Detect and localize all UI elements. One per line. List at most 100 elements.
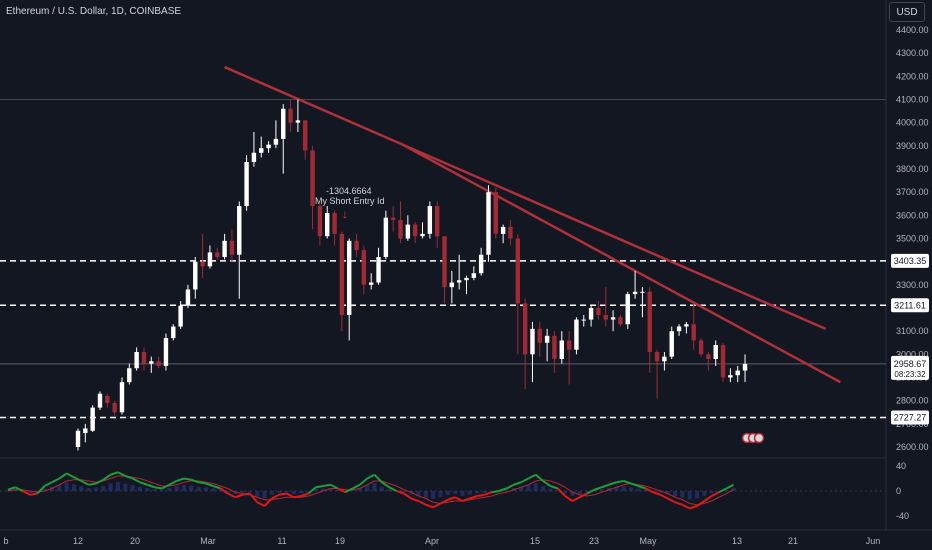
- candle-body: [215, 252, 220, 258]
- grid-layer: [0, 0, 932, 531]
- osc-hist-bar: [57, 485, 62, 491]
- candle-body: [97, 393, 103, 408]
- osc-hist-bar: [189, 485, 194, 491]
- osc-main-line: [630, 482, 639, 487]
- osc-main-line: [638, 485, 647, 490]
- candle-body: [552, 335, 557, 359]
- osc-main-line: [403, 492, 412, 500]
- last-price-tag: [891, 355, 929, 380]
- candle-body: [361, 250, 367, 285]
- candle-body: [347, 240, 352, 315]
- osc-main-line: [505, 483, 515, 490]
- osc-hist-bar: [599, 489, 604, 491]
- osc-hist-bar: [438, 491, 443, 497]
- candle-body: [486, 192, 491, 255]
- osc-signal-line: [29, 490, 38, 493]
- osc-main-line: [344, 487, 353, 494]
- candle-body: [222, 240, 227, 258]
- osc-signal-line: [366, 480, 375, 486]
- candle-body: [398, 219, 403, 239]
- osc-signal-line: [513, 486, 522, 491]
- time-tick-label: 13: [732, 536, 742, 546]
- osc-signal-line: [447, 500, 456, 503]
- osc-hist-bar: [145, 488, 150, 491]
- candle-body: [610, 317, 616, 320]
- osc-main-line: [718, 487, 727, 494]
- osc-main-line: [117, 471, 126, 477]
- osc-signal-line: [381, 480, 390, 484]
- candle-body: [596, 308, 601, 315]
- level-tag: [891, 410, 929, 425]
- osc-main-line: [601, 483, 610, 489]
- osc-main-line: [154, 486, 163, 490]
- candle-layer: [75, 99, 748, 451]
- osc-signal-line: [645, 485, 654, 489]
- trendline[interactable]: [224, 65, 827, 330]
- osc-signal-line: [183, 480, 192, 483]
- candle-body: [193, 261, 198, 290]
- osc-main-line: [476, 493, 485, 497]
- osc-main-line: [711, 491, 720, 497]
- price-tick-label: 2800.00: [896, 396, 929, 406]
- osc-signal-line: [418, 495, 426, 499]
- osc-main-line: [594, 486, 603, 491]
- candle-body: [640, 291, 645, 293]
- osc-hist-bar: [475, 491, 480, 494]
- osc-hist-bar: [64, 482, 69, 491]
- osc-main-line: [286, 492, 295, 499]
- osc-tick-label: 40: [896, 461, 906, 471]
- last-price-text: 2958.67: [894, 359, 927, 369]
- candle-body: [632, 291, 638, 295]
- osc-hist-bar: [687, 491, 692, 500]
- osc-main-line: [198, 481, 207, 485]
- osc-signal-line: [674, 496, 683, 501]
- osc-hist-bar: [240, 491, 245, 493]
- candle-body: [229, 240, 235, 255]
- candle-body: [691, 324, 696, 341]
- osc-main-line: [337, 487, 346, 494]
- osc-main-line: [293, 495, 302, 499]
- countdown-text: 08:23:32: [894, 370, 926, 379]
- osc-main-line: [527, 473, 537, 480]
- osc-signal-line: [103, 478, 111, 482]
- candle-body: [156, 361, 161, 366]
- osc-hist-bar: [255, 491, 260, 497]
- osc-main-line: [681, 503, 691, 510]
- time-tick-label: 15: [530, 536, 540, 546]
- osc-main-line: [300, 492, 309, 497]
- trend-layer[interactable]: [224, 65, 841, 384]
- candle-body: [237, 206, 242, 255]
- candle-body: [266, 144, 271, 149]
- osc-hist-bar: [570, 491, 575, 496]
- osc-hist-bar: [621, 486, 626, 491]
- osc-hist-bar: [262, 491, 267, 499]
- osc-main-line: [263, 497, 273, 507]
- osc-hist-bar: [181, 485, 186, 491]
- price-tick-label: 4000.00: [896, 118, 929, 128]
- annotation-value: -1304.6664: [326, 186, 372, 196]
- osc-signal-line: [506, 489, 514, 493]
- osc-main-line: [432, 502, 441, 509]
- osc-signal-line: [59, 480, 67, 486]
- osc-hist-bar: [416, 491, 421, 496]
- osc-hist-bar: [365, 485, 370, 491]
- osc-signal-line: [132, 476, 141, 479]
- osc-layer: [6, 471, 736, 510]
- osc-main-line: [491, 490, 500, 494]
- currency-button[interactable]: USD: [889, 2, 925, 22]
- osc-main-line: [513, 481, 522, 486]
- time-tick-label: 11: [277, 536, 286, 546]
- osc-signal-line: [608, 486, 617, 491]
- osc-hist-bar: [225, 491, 230, 493]
- osc-main-line: [462, 497, 471, 502]
- candle-body: [427, 206, 433, 234]
- osc-main-line: [73, 476, 82, 482]
- candle-body: [295, 120, 301, 123]
- osc-signal-line: [660, 490, 668, 494]
- osc-main-line: [66, 472, 75, 479]
- osc-main-line: [440, 498, 449, 505]
- trendline[interactable]: [399, 142, 841, 384]
- osc-main-line: [396, 490, 405, 495]
- osc-signal-line: [139, 478, 148, 482]
